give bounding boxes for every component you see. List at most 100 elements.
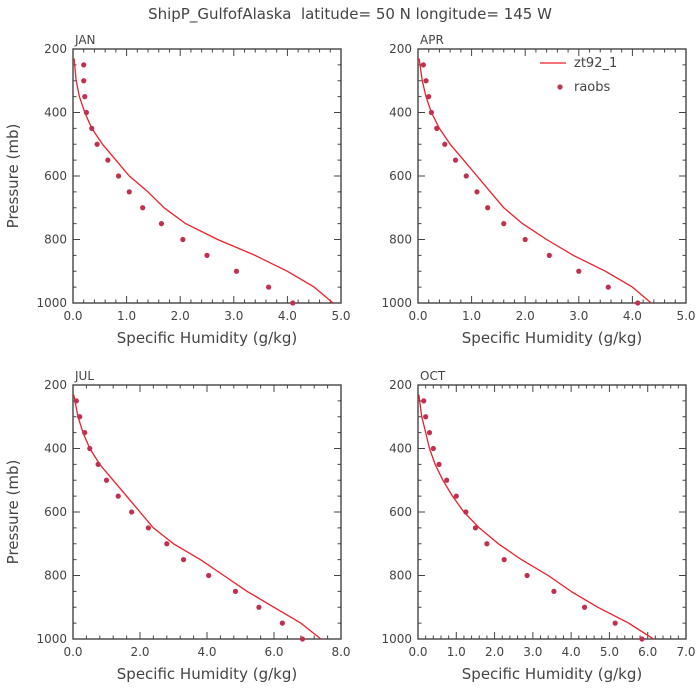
data-point-raobs bbox=[426, 94, 432, 100]
data-point-raobs bbox=[581, 604, 588, 610]
panel-label: JAN bbox=[74, 33, 96, 47]
y-tick-label: 600 bbox=[44, 169, 67, 183]
y-tick-label: 400 bbox=[44, 442, 67, 456]
data-point-raobs bbox=[87, 445, 93, 452]
x-axis-title: Specific Humidity (g/kg) bbox=[117, 665, 297, 683]
chart-panel-oct: OCT 0.0 1.0 2.0 3.0 4.0 5.0 6.0 7.0 200 400 600 800 1… bbox=[381, 369, 695, 683]
data-point-raobs bbox=[421, 398, 427, 404]
y-tick-label: 600 bbox=[389, 505, 412, 519]
y-tick-label: 1000 bbox=[36, 632, 67, 646]
x-tick-label: 5.0 bbox=[600, 645, 619, 659]
data-point-raobs bbox=[158, 221, 165, 227]
legend-label-model: zt92_1 bbox=[574, 56, 617, 71]
data-point-raobs bbox=[256, 604, 262, 610]
y-tick-label: 400 bbox=[389, 442, 412, 456]
y-tick-label: 1000 bbox=[381, 296, 412, 310]
data-point-raobs bbox=[81, 62, 87, 68]
x-tick-label: 0.0 bbox=[63, 309, 82, 323]
x-tick-label: 3.0 bbox=[569, 309, 588, 323]
data-point-raobs bbox=[233, 268, 240, 274]
data-point-raobs bbox=[635, 300, 641, 306]
x-tick-label: 0.0 bbox=[408, 645, 427, 659]
x-axis-title: Specific Humidity (g/kg) bbox=[117, 329, 297, 347]
data-point-raobs bbox=[484, 541, 490, 547]
x-tick-label: 8.0 bbox=[331, 645, 350, 659]
data-point-raobs bbox=[105, 157, 111, 163]
y-tick-label: 600 bbox=[44, 505, 67, 519]
data-point-raobs bbox=[546, 252, 552, 258]
x-tick-label: 5.0 bbox=[331, 309, 350, 323]
x-tick-label: 2.0 bbox=[516, 309, 535, 323]
data-point-raobs bbox=[501, 221, 507, 227]
panel-label: APR bbox=[420, 33, 444, 47]
data-point-raobs bbox=[453, 493, 459, 499]
panel-label: JUL bbox=[74, 369, 94, 383]
chart-panel-jul: JUL 0.0 2.0 4.0 6.0 8.0 200 400 600 800 1000 Specif… bbox=[4, 369, 351, 683]
data-point-raobs bbox=[463, 173, 469, 179]
data-point-raobs bbox=[115, 173, 122, 179]
data-point-raobs bbox=[82, 430, 88, 436]
x-tick-label: 0.0 bbox=[63, 645, 82, 659]
x-tick-label: 0.0 bbox=[408, 309, 427, 323]
y-tick-label: 800 bbox=[389, 233, 412, 247]
y-tick-label: 800 bbox=[389, 569, 412, 583]
data-point-raobs bbox=[145, 525, 151, 531]
x-tick-label: 4.0 bbox=[197, 645, 216, 659]
y-tick-label: 200 bbox=[44, 378, 67, 392]
data-point-raobs bbox=[180, 557, 187, 563]
x-tick-label: 2.0 bbox=[171, 309, 190, 323]
plot-frame bbox=[417, 48, 687, 304]
y-tick-label: 400 bbox=[44, 106, 67, 120]
data-point-raobs bbox=[89, 125, 95, 131]
data-point-raobs bbox=[164, 541, 170, 547]
data-point-raobs bbox=[639, 636, 645, 642]
data-point-raobs bbox=[103, 477, 110, 483]
data-point-raobs bbox=[612, 620, 618, 626]
y-tick-label: 200 bbox=[44, 42, 67, 56]
figure-title: ShipP_GulfofAlaska latitude= 50 N longit… bbox=[148, 5, 552, 24]
y-tick-label: 1000 bbox=[381, 632, 412, 646]
data-point-raobs bbox=[463, 509, 469, 515]
chart-panel-jan: JAN 0.0 1.0 2.0 3.0 4.0 5.0 200 400 600 800 1000 Spe… bbox=[4, 33, 351, 347]
data-point-raobs bbox=[180, 236, 186, 243]
x-tick-label: 3.0 bbox=[224, 309, 243, 323]
data-point-raobs bbox=[472, 525, 479, 531]
plot-frame bbox=[417, 384, 687, 640]
data-point-raobs bbox=[129, 509, 135, 515]
x-tick-label: 6.0 bbox=[638, 645, 657, 659]
data-point-raobs bbox=[266, 284, 272, 290]
data-point-raobs bbox=[206, 572, 212, 579]
data-point-raobs bbox=[81, 78, 87, 84]
y-tick-label: 600 bbox=[389, 169, 412, 183]
data-point-raobs bbox=[430, 445, 436, 452]
x-tick-label: 1.0 bbox=[462, 309, 481, 323]
data-point-raobs bbox=[522, 236, 528, 243]
data-point-raobs bbox=[474, 189, 480, 195]
data-point-raobs bbox=[436, 461, 442, 467]
y-tick-label: 800 bbox=[44, 569, 67, 583]
data-point-raobs bbox=[83, 109, 89, 116]
x-axis-title: Specific Humidity (g/kg) bbox=[462, 329, 642, 347]
series-line-zt92_1 bbox=[418, 394, 654, 640]
y-axis-title: Pressure (mb) bbox=[4, 460, 22, 565]
data-point-raobs bbox=[576, 268, 582, 274]
y-tick-label: 200 bbox=[389, 378, 412, 392]
plot-frame bbox=[72, 384, 342, 640]
series-line-zt92_1 bbox=[73, 58, 334, 304]
data-point-raobs bbox=[115, 493, 121, 499]
data-point-raobs bbox=[452, 157, 459, 163]
y-tick-label: 1000 bbox=[36, 296, 67, 310]
data-point-raobs bbox=[485, 205, 491, 211]
x-tick-label: 4.0 bbox=[278, 309, 297, 323]
data-point-raobs bbox=[551, 588, 557, 594]
data-point-raobs bbox=[444, 477, 450, 483]
data-point-raobs bbox=[428, 109, 434, 116]
data-point-raobs bbox=[423, 414, 429, 420]
panel-label: OCT bbox=[420, 369, 446, 383]
x-tick-label: 1.0 bbox=[447, 645, 466, 659]
x-tick-label: 2.0 bbox=[130, 645, 149, 659]
data-point-raobs bbox=[605, 284, 611, 290]
data-point-raobs bbox=[77, 414, 83, 420]
y-axis-title: Pressure (mb) bbox=[4, 124, 22, 229]
x-axis-title: Specific Humidity (g/kg) bbox=[462, 665, 642, 683]
